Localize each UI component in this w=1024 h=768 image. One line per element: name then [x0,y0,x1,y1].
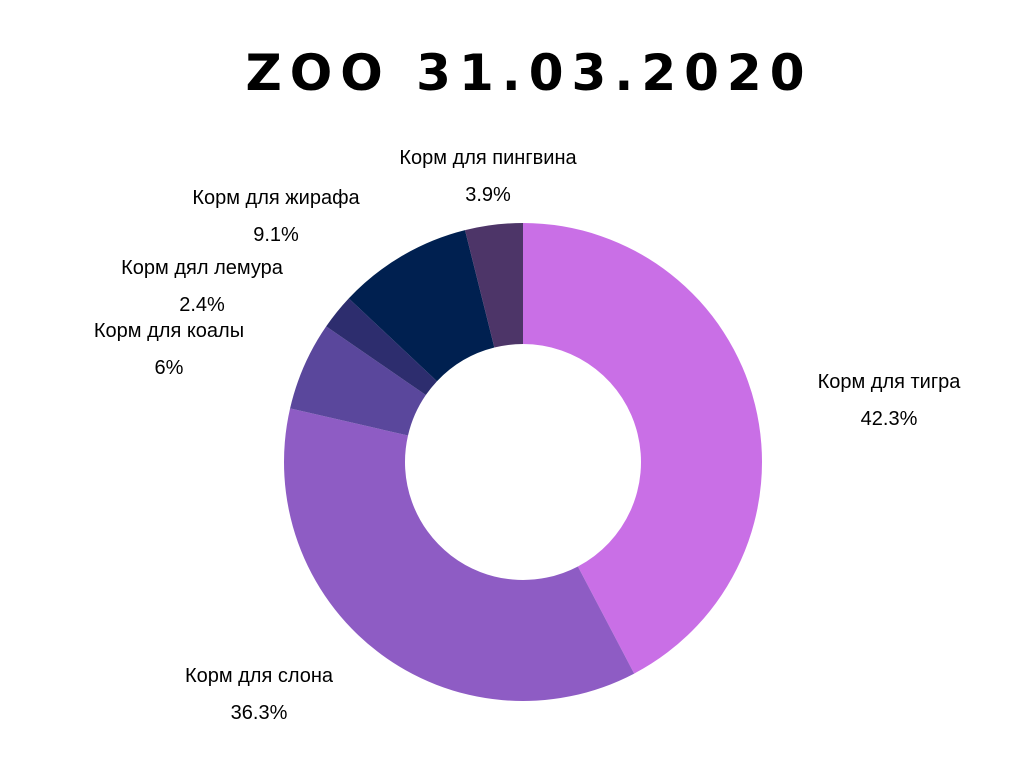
slice-name: Корм для коалы [93,320,245,342]
slice-label-6: Корм для пингвина 3.9% [399,140,576,214]
slice-3 [290,326,426,436]
slice-percent: 6% [154,357,184,379]
chart-title: ZOO 31.03.2020 [245,44,813,102]
slice-2 [284,408,635,701]
slice-name: Корм для пингвина [399,147,577,169]
slice-6 [465,223,523,348]
slice-label-1: Корм для тигра 42.3% [818,364,961,438]
slice-label-3: Корм для коалы 6% [94,313,244,387]
slice-name: Корм для слона [184,665,334,687]
slice-label-5: Корм для жирафа 9.1% [192,180,359,254]
slice-percent: 36.3% [230,702,288,724]
slice-label-2: Корм для слона 36.3% [185,658,333,732]
slice-1 [523,223,762,674]
slice-name: Корм дял лемура [121,257,283,279]
slice-name: Корм для тигра [817,371,961,393]
slice-percent: 42.3% [860,408,918,430]
slice-4 [326,298,437,396]
slice-percent: 3.9% [465,184,511,206]
slice-name: Корм для жирафа [192,187,360,209]
slice-label-4: Корм дял лемура 2.4% [121,250,283,324]
slice-percent: 9.1% [253,224,299,246]
slice-percent: 2.4% [179,294,225,316]
slice-5 [348,230,495,382]
